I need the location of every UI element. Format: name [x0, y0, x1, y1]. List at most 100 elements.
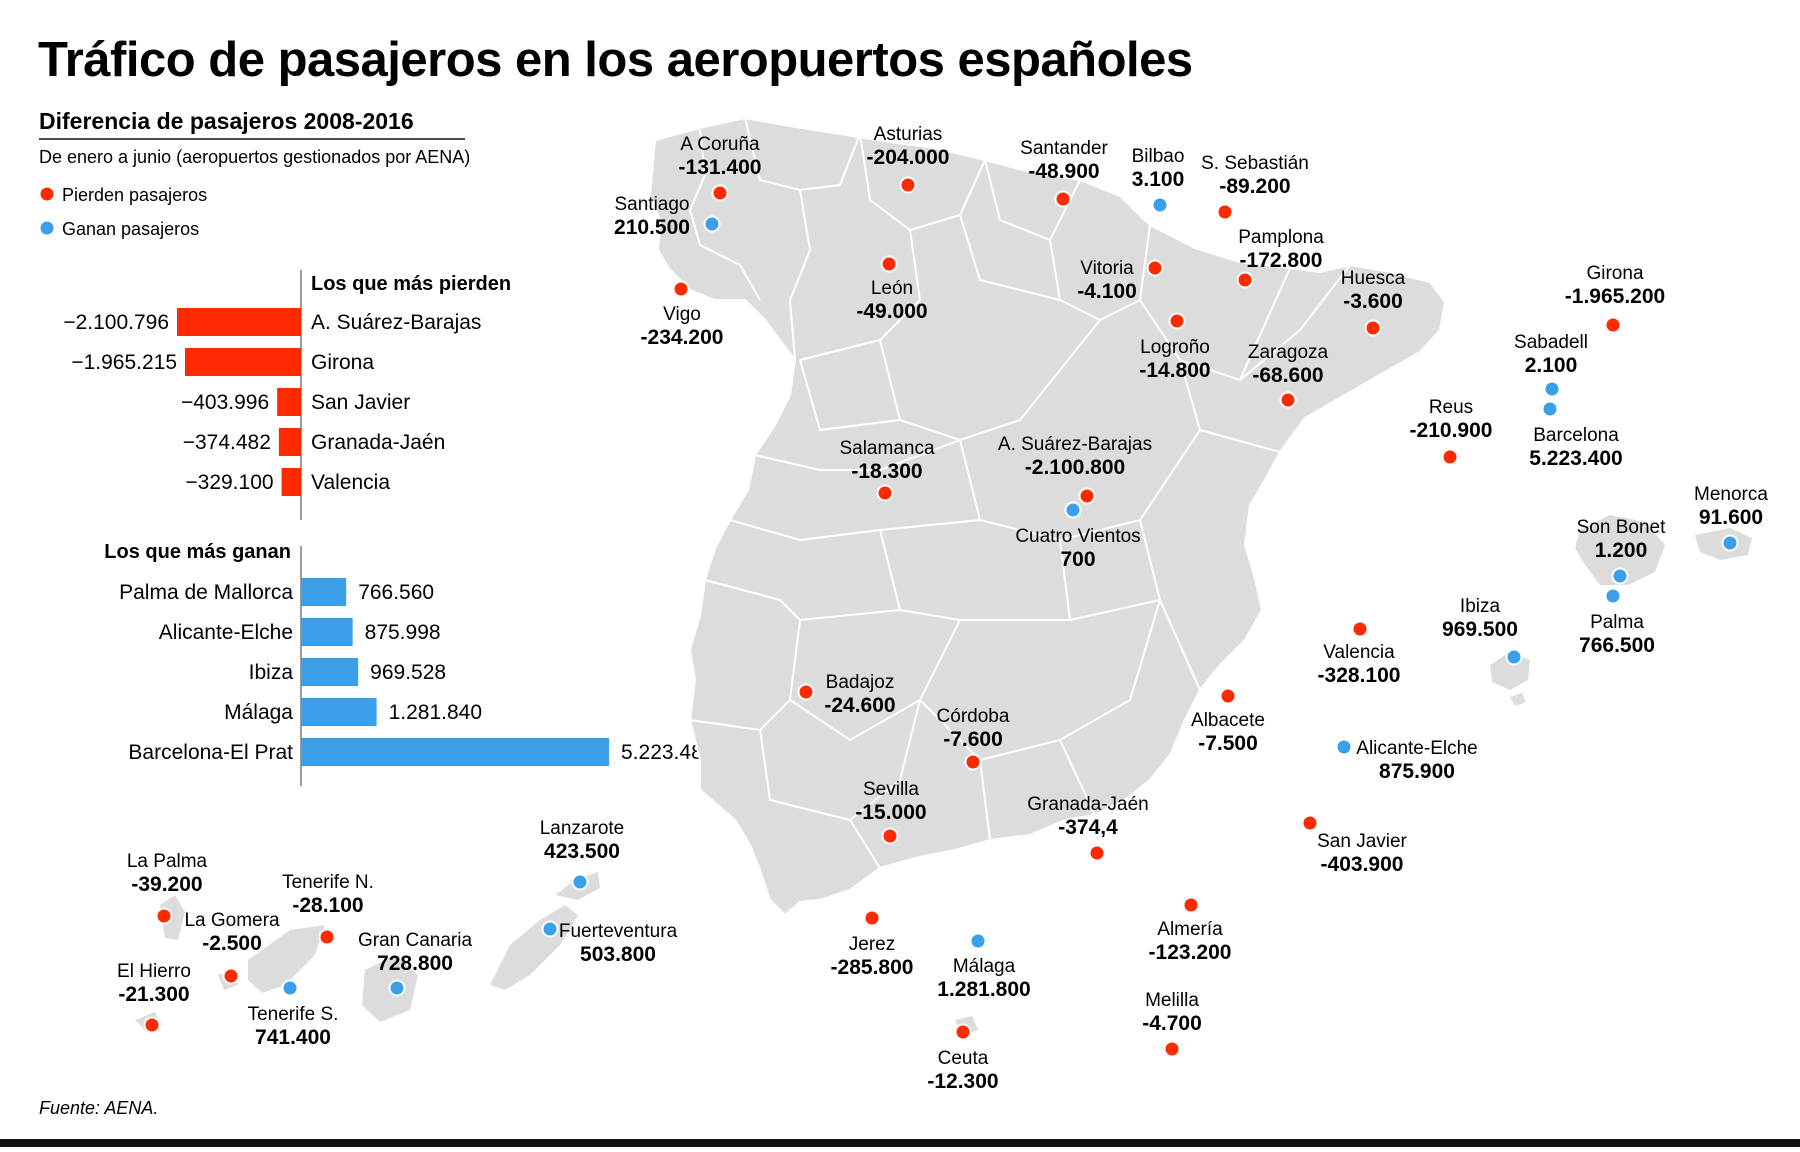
airport-value-melilla: -4.700	[1142, 1012, 1202, 1035]
airport-name-zaragoza: Zaragoza	[1248, 342, 1329, 363]
airport-dot-granada-jaen	[1090, 846, 1104, 860]
airport-name-jerez: Jerez	[849, 934, 895, 955]
airport-value-son-bonet: 1.200	[1595, 539, 1648, 562]
airport-name-tenerife-n: Tenerife N.	[282, 872, 374, 893]
airport-dot-ceuta	[956, 1025, 970, 1039]
airport-dot-s-sebastian	[1218, 205, 1232, 219]
chart-lose-title: Los que más pierden	[311, 273, 511, 295]
peninsula-outline	[649, 117, 1446, 916]
airport-value-gran-canaria: 728.800	[377, 952, 453, 975]
airport-value-santander: -48.900	[1028, 160, 1099, 183]
bar-gain	[301, 618, 353, 646]
airport-value-pamplona: -172.800	[1240, 249, 1323, 272]
bar-gain-category: Alicante-Elche	[159, 621, 293, 644]
airport-name-huesca: Huesca	[1341, 268, 1406, 289]
airport-dot-vitoria	[1148, 261, 1162, 275]
airport-dot-valencia	[1353, 622, 1367, 636]
airport-name-cuatro-vientos: Cuatro Vientos	[1015, 526, 1140, 547]
bar-lose	[177, 308, 301, 336]
airport-value-valencia: -328.100	[1318, 664, 1401, 687]
airport-name-albacete: Albacete	[1191, 710, 1265, 731]
source-note: Fuente: AENA.	[39, 1098, 158, 1118]
airport-value-barcelona: 5.223.400	[1529, 447, 1622, 470]
airport-name-a-suarez-barajas: A. Suárez-Barajas	[998, 434, 1152, 455]
bar-lose-category: Granada-Jaén	[311, 431, 445, 454]
bar-gain-value: 969.528	[370, 661, 446, 684]
airport-name-santiago: Santiago	[614, 194, 689, 215]
bar-gain-category: Málaga	[224, 701, 293, 724]
airport-name-valencia: Valencia	[1323, 642, 1395, 663]
airport-dot-barcelona	[1543, 402, 1557, 416]
airport-name-palma: Palma	[1590, 612, 1644, 633]
airport-value-la-palma: -39.200	[131, 873, 202, 896]
bar-gain	[301, 698, 377, 726]
airport-name-la-gomera: La Gomera	[184, 910, 279, 931]
airport-dot-reus	[1443, 450, 1457, 464]
airport-value-logrono: -14.800	[1139, 359, 1210, 382]
island-tenerife	[248, 925, 325, 993]
airport-value-huesca: -3.600	[1343, 290, 1403, 313]
airport-name-girona: Girona	[1586, 263, 1643, 284]
airport-dot-sabadell	[1545, 382, 1559, 396]
airport-name-almeria: Almería	[1157, 919, 1223, 940]
airport-name-pamplona: Pamplona	[1238, 227, 1324, 248]
airport-dot-leon	[882, 257, 896, 271]
airport-value-ceuta: -12.300	[927, 1070, 998, 1093]
airport-dot-gran-canaria	[390, 981, 404, 995]
airport-name-sevilla: Sevilla	[863, 779, 919, 800]
airport-dot-huesca	[1366, 321, 1380, 335]
airport-dot-la-gomera	[224, 969, 238, 983]
island-fuerteventura	[490, 905, 578, 990]
bar-lose-value: −374.482	[183, 431, 271, 454]
airport-dot-melilla	[1165, 1042, 1179, 1056]
bar-gain-value: 766.560	[358, 581, 434, 604]
airport-dot-san-javier	[1303, 816, 1317, 830]
bar-lose-value: −329.100	[185, 471, 273, 494]
bar-lose	[281, 468, 301, 496]
airport-dot-el-hierro	[145, 1018, 159, 1032]
island-mallorca	[1575, 515, 1665, 585]
bar-gain-value: 5.223.480	[621, 741, 714, 764]
airport-dot-alicante-elche	[1337, 740, 1351, 754]
airport-name-granada-jaen: Granada-Jaén	[1027, 794, 1148, 815]
airport-name-lanzarote: Lanzarote	[540, 818, 625, 839]
spain-map	[135, 117, 1752, 1036]
airport-name-cordoba: Córdoba	[937, 706, 1010, 727]
airport-dot-salamanca	[878, 486, 892, 500]
airport-value-s-sebastian: -89.200	[1219, 175, 1290, 198]
airport-name-badajoz: Badajoz	[826, 672, 895, 693]
bar-lose	[185, 348, 301, 376]
airport-value-salamanca: -18.300	[851, 460, 922, 483]
airport-value-tenerife-n: -28.100	[292, 894, 363, 917]
airport-name-el-hierro: El Hierro	[117, 961, 191, 982]
airport-value-santiago: 210.500	[614, 216, 690, 239]
airport-value-girona: -1.965.200	[1565, 285, 1665, 308]
airport-dot-sevilla	[883, 829, 897, 843]
airport-dot-a-suarez-barajas	[1080, 489, 1094, 503]
airport-value-palma: 766.500	[1579, 634, 1655, 657]
bottom-rule	[0, 1139, 1800, 1147]
airport-value-cordoba: -7.600	[943, 728, 1003, 751]
airport-value-ibiza: 969.500	[1442, 618, 1518, 641]
bar-lose-category: San Javier	[311, 391, 410, 414]
airport-name-santander: Santander	[1020, 138, 1108, 159]
page-title: Tráfico de pasajeros en los aeropuertos …	[38, 33, 1193, 87]
airport-dot-almeria	[1184, 898, 1198, 912]
island-la-palma	[160, 895, 185, 940]
legend-gain-dot	[40, 221, 54, 235]
airport-value-bilbao: 3.100	[1132, 168, 1185, 191]
airport-value-sabadell: 2.100	[1525, 354, 1578, 377]
bar-lose-value: −1.965.215	[71, 351, 177, 374]
legend-lose-label: Pierden pasajeros	[62, 185, 207, 205]
bar-lose	[278, 428, 301, 456]
airport-name-fuerteventura: Fuerteventura	[559, 921, 678, 942]
airport-dot-cuatro-vientos	[1066, 503, 1080, 517]
airport-dot-santander	[1056, 192, 1070, 206]
airport-value-almeria: -123.200	[1149, 941, 1232, 964]
airport-value-cuatro-vientos: 700	[1060, 548, 1095, 571]
bar-gain-value: 875.998	[365, 621, 441, 644]
airport-name-leon: León	[871, 278, 913, 299]
airport-dot-vigo	[674, 282, 688, 296]
airport-dot-menorca	[1723, 536, 1737, 550]
airport-dot-badajoz	[799, 685, 813, 699]
